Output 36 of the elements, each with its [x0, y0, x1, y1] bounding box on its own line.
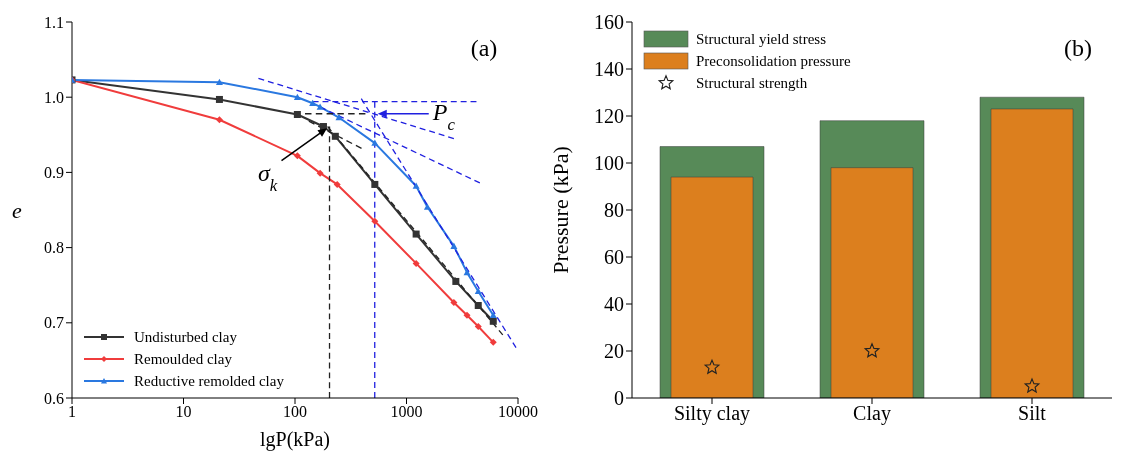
y-tick-label: 20: [604, 340, 624, 363]
x-tick-label: 1: [68, 403, 76, 421]
x-tick-label: 100: [283, 403, 307, 421]
annotation: (b): [1064, 35, 1092, 61]
y-tick-label: 0.9: [44, 164, 64, 182]
x-tick-label: Clay: [853, 402, 891, 426]
annotation: (a): [470, 35, 498, 61]
legend-label: Undisturbed clay: [134, 328, 237, 347]
y-tick-label: 120: [594, 105, 624, 128]
annotation: P$_{c}$: [431, 98, 456, 134]
y-tick-label: 60: [604, 246, 624, 269]
y-tick-label: 100: [594, 152, 624, 175]
y-tick-label: 140: [594, 58, 624, 81]
y-tick-label: 0.6: [44, 389, 64, 407]
x-tick-label: Silt: [1018, 402, 1047, 425]
x-tick-label: 1000: [390, 403, 423, 421]
legend-label: Structural yield stress: [696, 30, 826, 49]
annotation: σ$_{k}$: [257, 159, 278, 195]
legend-label: Reductive remolded clay: [134, 372, 284, 391]
y-tick-label: 1.1: [44, 13, 64, 31]
y-tick-label: 1.0: [44, 88, 64, 106]
y-tick-label: 40: [604, 293, 624, 316]
x-axis-title: lgP(kPa): [260, 428, 330, 451]
x-tick-label: 10000: [498, 403, 538, 421]
legend-label: Remoulded clay: [134, 350, 232, 369]
x-tick-label: 10: [175, 403, 192, 421]
y-tick-label: 0.8: [44, 239, 64, 257]
y-tick-label: 160: [594, 11, 624, 34]
y-tick-label: 0.7: [44, 314, 64, 332]
y-axis-title: e: [12, 197, 22, 223]
legend-label: Preconsolidation pressure: [696, 52, 851, 71]
y-tick-label: 0: [614, 387, 624, 410]
legend-label: Structural strength: [696, 74, 808, 93]
x-tick-label: Silty clay: [673, 402, 751, 426]
y-axis-title: Pressure (kPa): [548, 146, 573, 274]
y-tick-label: 80: [604, 199, 624, 222]
